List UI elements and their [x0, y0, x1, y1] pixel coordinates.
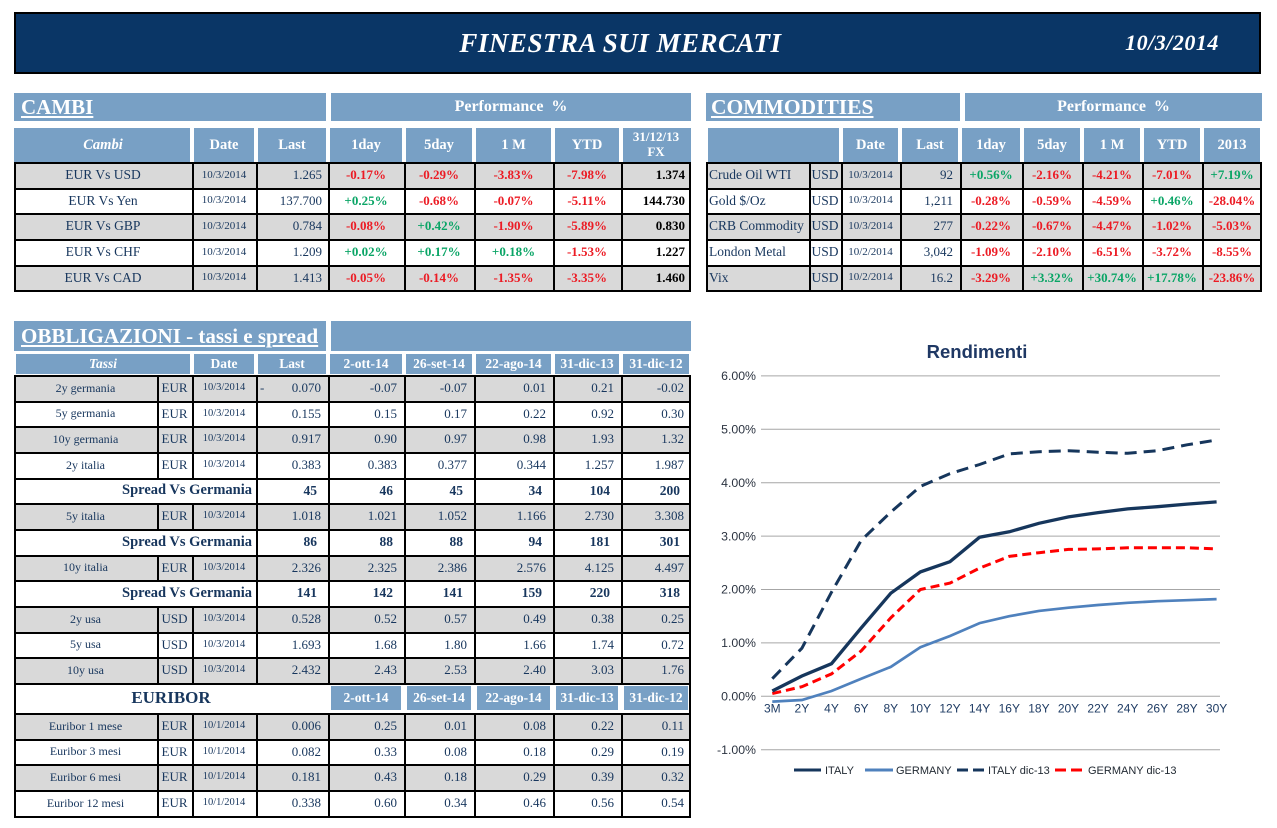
svg-text:3.00%: 3.00% — [721, 529, 756, 543]
svg-text:-1.00%: -1.00% — [717, 743, 756, 757]
svg-text:18Y: 18Y — [1028, 702, 1049, 716]
svg-text:8Y: 8Y — [883, 702, 898, 716]
svg-text:GERMANY: GERMANY — [896, 765, 952, 777]
svg-text:4Y: 4Y — [824, 702, 839, 716]
svg-text:6Y: 6Y — [854, 702, 869, 716]
svg-text:Rendimenti: Rendimenti — [927, 341, 1028, 362]
svg-text:2Y: 2Y — [795, 702, 810, 716]
svg-text:16Y: 16Y — [999, 702, 1020, 716]
svg-text:6.00%: 6.00% — [721, 369, 756, 383]
svg-text:1.00%: 1.00% — [721, 636, 756, 650]
svg-text:2.00%: 2.00% — [721, 583, 756, 597]
svg-text:12Y: 12Y — [939, 702, 960, 716]
svg-text:30Y: 30Y — [1206, 702, 1227, 716]
svg-text:4.00%: 4.00% — [721, 476, 756, 490]
svg-text:5.00%: 5.00% — [721, 423, 756, 437]
svg-text:22Y: 22Y — [1087, 702, 1108, 716]
svg-text:0.00%: 0.00% — [721, 690, 756, 704]
svg-text:24Y: 24Y — [1117, 702, 1138, 716]
svg-text:3M: 3M — [764, 702, 781, 716]
svg-text:14Y: 14Y — [969, 702, 990, 716]
svg-text:26Y: 26Y — [1147, 702, 1168, 716]
svg-text:ITALY: ITALY — [825, 765, 855, 777]
svg-text:ITALY dic-13: ITALY dic-13 — [988, 765, 1050, 777]
svg-text:20Y: 20Y — [1058, 702, 1079, 716]
svg-text:10Y: 10Y — [910, 702, 931, 716]
svg-text:GERMANY dic-13: GERMANY dic-13 — [1088, 765, 1176, 777]
svg-text:28Y: 28Y — [1176, 702, 1197, 716]
